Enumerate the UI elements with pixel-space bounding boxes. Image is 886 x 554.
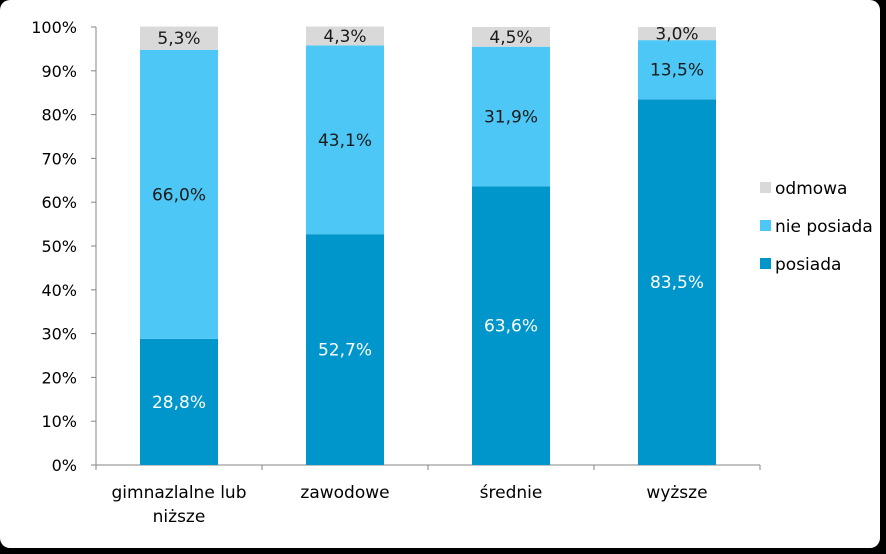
y-tick-label: 20% bbox=[41, 368, 77, 387]
legend-swatch bbox=[760, 258, 771, 269]
data-label: 52,7% bbox=[318, 341, 372, 361]
bar-segment-odmowa bbox=[306, 26, 384, 46]
x-category-label: niższe bbox=[153, 507, 206, 527]
x-category-label: wyższe bbox=[646, 483, 707, 503]
bar-segment-posiada bbox=[638, 99, 716, 466]
y-tick-label: 90% bbox=[41, 62, 77, 81]
x-category-label: gimnazlalne lub bbox=[112, 483, 247, 503]
y-tick-label: 50% bbox=[41, 237, 77, 256]
bar-segment-posiada bbox=[140, 338, 218, 465]
data-label: 63,6% bbox=[484, 317, 538, 337]
data-label: 31,9% bbox=[484, 108, 538, 128]
bar-segment-nie-posiada bbox=[140, 49, 218, 339]
data-label: 66,0% bbox=[152, 185, 206, 205]
data-label: 13,5% bbox=[650, 61, 704, 81]
y-tick-label: 10% bbox=[41, 412, 77, 431]
bar-segment-posiada bbox=[472, 186, 550, 465]
data-label: 43,1% bbox=[318, 131, 372, 151]
x-category-label: średnie bbox=[480, 483, 543, 503]
data-label: 3,0% bbox=[655, 25, 698, 45]
data-label: 83,5% bbox=[650, 273, 704, 293]
legend-label: nie posiada bbox=[775, 217, 873, 237]
bar-segment-odmowa bbox=[140, 26, 218, 50]
y-tick-label: 0% bbox=[52, 456, 77, 475]
legend-label: odmowa bbox=[775, 179, 847, 199]
bar-segment-nie-posiada bbox=[306, 45, 384, 235]
y-tick-label: 100% bbox=[31, 18, 77, 37]
y-tick-label: 40% bbox=[41, 281, 77, 300]
y-tick-label: 30% bbox=[41, 325, 77, 344]
legend-swatch bbox=[760, 182, 771, 193]
x-category-label: zawodowe bbox=[300, 483, 389, 503]
data-label: 28,8% bbox=[152, 393, 206, 413]
legend-swatch bbox=[760, 220, 771, 231]
data-label: 4,5% bbox=[489, 28, 532, 48]
bar-segment-odmowa bbox=[472, 27, 550, 47]
data-label: 5,3% bbox=[157, 29, 200, 49]
y-tick-label: 80% bbox=[41, 106, 77, 125]
y-tick-label: 60% bbox=[41, 193, 77, 212]
bar-segment-nie-posiada bbox=[638, 40, 716, 100]
bar-segment-posiada bbox=[306, 234, 384, 465]
bar-segment-nie-posiada bbox=[472, 46, 550, 187]
y-tick-label: 70% bbox=[41, 149, 77, 168]
bar-segment-odmowa bbox=[638, 27, 716, 41]
data-label: 4,3% bbox=[323, 27, 366, 47]
legend-label: posiada bbox=[775, 255, 841, 275]
